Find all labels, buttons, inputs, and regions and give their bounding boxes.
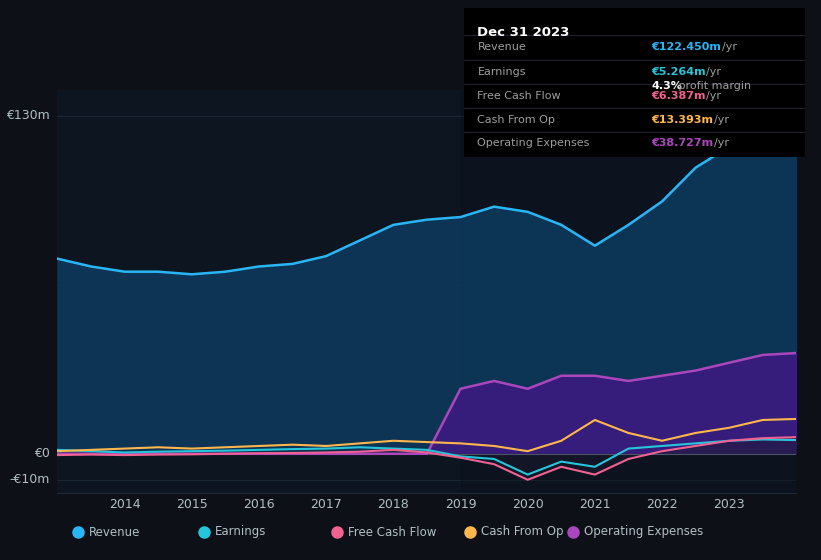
Text: /yr: /yr <box>722 42 736 52</box>
Text: /yr: /yr <box>706 91 721 101</box>
Text: Earnings: Earnings <box>478 67 526 77</box>
Text: 4.3%: 4.3% <box>651 81 682 91</box>
Bar <box>461 90 796 493</box>
Text: Operating Expenses: Operating Expenses <box>478 138 589 148</box>
Text: €13.393m: €13.393m <box>651 115 713 125</box>
Text: Earnings: Earnings <box>215 525 266 539</box>
Text: /yr: /yr <box>714 115 729 125</box>
Text: €0: €0 <box>34 447 50 460</box>
Text: €130m: €130m <box>7 109 50 122</box>
Text: €6.387m: €6.387m <box>651 91 706 101</box>
Text: Revenue: Revenue <box>478 42 526 52</box>
Text: €38.727m: €38.727m <box>651 138 713 148</box>
Text: Free Cash Flow: Free Cash Flow <box>348 525 436 539</box>
Text: /yr: /yr <box>706 67 721 77</box>
Text: Cash From Op: Cash From Op <box>481 525 563 539</box>
Text: profit margin: profit margin <box>675 81 751 91</box>
Text: -€10m: -€10m <box>10 473 50 486</box>
Text: €122.450m: €122.450m <box>651 42 721 52</box>
Text: Revenue: Revenue <box>89 525 140 539</box>
Text: Free Cash Flow: Free Cash Flow <box>478 91 561 101</box>
Text: /yr: /yr <box>714 138 729 148</box>
Text: €5.264m: €5.264m <box>651 67 706 77</box>
Text: Dec 31 2023: Dec 31 2023 <box>478 26 570 39</box>
Text: Cash From Op: Cash From Op <box>478 115 555 125</box>
Text: Operating Expenses: Operating Expenses <box>585 525 704 539</box>
